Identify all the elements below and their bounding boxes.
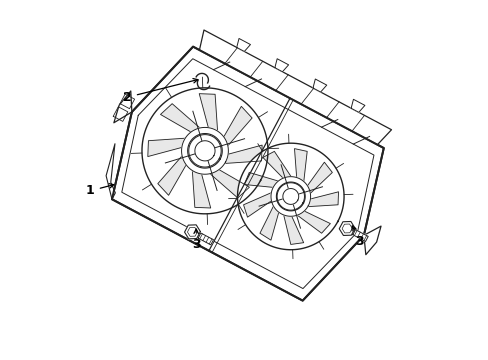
Polygon shape [106, 144, 115, 199]
Polygon shape [114, 91, 132, 123]
Polygon shape [184, 225, 200, 239]
Polygon shape [221, 106, 252, 150]
Polygon shape [205, 167, 249, 198]
Polygon shape [363, 226, 380, 255]
Polygon shape [282, 210, 303, 244]
Polygon shape [236, 39, 250, 51]
Polygon shape [352, 230, 367, 242]
Polygon shape [244, 172, 283, 188]
Polygon shape [243, 190, 276, 217]
Polygon shape [260, 201, 280, 240]
Polygon shape [142, 88, 267, 214]
Polygon shape [199, 30, 391, 145]
Polygon shape [147, 138, 190, 157]
Text: 3: 3 [351, 226, 363, 248]
Text: 2: 2 [123, 78, 197, 104]
Polygon shape [113, 107, 127, 121]
Polygon shape [158, 152, 188, 195]
Polygon shape [219, 145, 262, 164]
Polygon shape [292, 209, 330, 233]
Polygon shape [160, 104, 203, 134]
Polygon shape [198, 233, 213, 245]
Polygon shape [304, 162, 332, 197]
Polygon shape [199, 94, 218, 136]
Polygon shape [339, 221, 354, 235]
Polygon shape [237, 143, 344, 250]
Polygon shape [192, 165, 210, 208]
Text: 3: 3 [191, 229, 200, 251]
Polygon shape [350, 99, 364, 112]
Polygon shape [270, 177, 310, 216]
Polygon shape [112, 47, 383, 301]
Polygon shape [276, 182, 305, 211]
Polygon shape [187, 134, 222, 168]
Polygon shape [274, 59, 288, 72]
Text: 1: 1 [86, 184, 114, 197]
Polygon shape [120, 94, 134, 109]
Polygon shape [181, 127, 228, 174]
Polygon shape [294, 149, 306, 187]
Polygon shape [263, 152, 294, 181]
Polygon shape [312, 79, 326, 92]
Polygon shape [302, 192, 338, 207]
